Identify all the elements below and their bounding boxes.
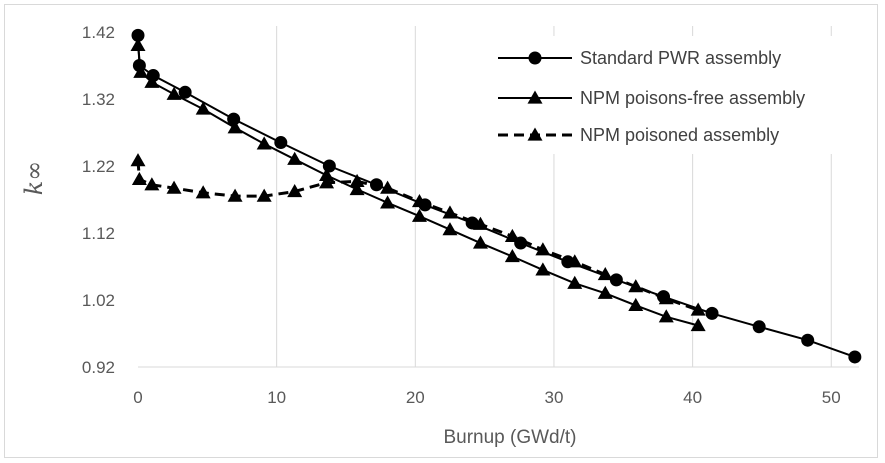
data-point-2-9: [349, 173, 365, 188]
data-point-1-10: [380, 195, 396, 209]
legend-label: NPM poisoned assembly: [580, 125, 779, 145]
series-0: [131, 28, 862, 364]
legend-label: Standard PWR assembly: [580, 48, 781, 68]
legend-item-1: NPM poisons-free assembly: [498, 88, 805, 108]
data-point-1-11: [411, 208, 427, 222]
x-tick-label: 0: [133, 388, 142, 407]
y-tick-label: 1.22: [82, 157, 115, 176]
series-2: [130, 153, 706, 316]
x-tick-label: 40: [683, 388, 702, 407]
series-line-2: [136, 160, 699, 312]
data-point-2-6: [256, 188, 272, 202]
data-point-2-12: [442, 205, 458, 219]
data-point-2-2: [144, 177, 160, 191]
data-point-2-20: [690, 302, 706, 316]
data-point-2-7: [287, 183, 303, 198]
data-point-1-1: [133, 64, 149, 78]
legend-item-0: Standard PWR assembly: [498, 48, 781, 68]
data-point-2-1: [131, 171, 147, 186]
legend-label: NPM poisons-free assembly: [580, 88, 805, 108]
data-point-2-4: [195, 185, 211, 199]
data-point-2-15: [535, 242, 551, 256]
x-tick-label: 10: [267, 388, 286, 407]
x-tick-label: 20: [406, 388, 425, 407]
legend-marker: [528, 51, 542, 65]
data-point-0-16: [801, 333, 815, 347]
data-point-1-4: [195, 101, 211, 115]
data-point-2-8: [319, 175, 335, 189]
data-point-1-19: [658, 309, 674, 323]
data-point-2-5: [227, 188, 243, 202]
y-tick-label: 1.12: [82, 224, 115, 243]
data-point-1-18: [628, 297, 644, 311]
data-point-1-5: [227, 120, 243, 134]
data-point-1-13: [472, 235, 488, 249]
data-point-2-14: [504, 228, 520, 242]
legend-items: Standard PWR assembly NPM poisons-free as…: [498, 48, 805, 145]
data-point-1-6: [256, 136, 272, 150]
data-point-0-5: [274, 136, 288, 150]
series-layer: [130, 28, 862, 364]
data-point-1-20: [690, 317, 706, 332]
x-tick-labels: 0 10 20 30 40 50: [133, 388, 840, 407]
data-point-1-9: [349, 181, 365, 196]
data-point-2-0: [130, 153, 146, 167]
data-point-2-18: [628, 279, 644, 293]
data-point-0-17: [848, 350, 862, 364]
data-point-1-2: [144, 74, 160, 88]
y-axis-title: k∞: [20, 161, 48, 196]
data-point-1-3: [166, 86, 182, 100]
series-1: [130, 37, 706, 332]
data-point-1-12: [442, 222, 458, 236]
data-point-0-14: [705, 306, 719, 320]
data-point-0-0: [131, 28, 145, 42]
legend-marker: [527, 127, 543, 141]
data-point-1-16: [567, 275, 583, 289]
y-tick-label: 0.92: [82, 358, 115, 377]
data-point-2-11: [411, 194, 427, 208]
data-point-2-3: [166, 180, 182, 194]
data-point-0-6: [322, 159, 336, 173]
data-point-1-7: [287, 151, 303, 165]
data-point-1-8: [319, 167, 335, 182]
x-tick-label: 30: [545, 388, 564, 407]
data-point-2-10: [380, 180, 396, 194]
legend-item-2: NPM poisoned assembly: [498, 125, 779, 145]
data-point-0-15: [752, 320, 766, 334]
data-point-2-16: [567, 254, 583, 268]
y-tick-label: 1.32: [82, 90, 115, 109]
y-tick-label: 1.42: [82, 23, 115, 42]
y-tick-label: 1.02: [82, 291, 115, 310]
data-point-0-3: [178, 85, 192, 99]
data-point-0-4: [227, 112, 241, 126]
data-point-1-14: [504, 248, 520, 263]
y-tick-labels: 0.92 1.02 1.12 1.22 1.32 1.42: [82, 23, 115, 377]
data-point-2-17: [597, 267, 613, 281]
x-tick-label: 50: [822, 388, 841, 407]
legend-marker: [527, 90, 543, 104]
data-point-1-15: [535, 262, 551, 276]
x-axis-title: Burnup (GWd/t): [443, 427, 576, 448]
data-point-1-0: [130, 37, 146, 52]
data-point-2-13: [472, 216, 488, 230]
legend: Standard PWR assembly NPM poisons-free as…: [484, 36, 874, 154]
data-point-1-17: [597, 285, 613, 299]
data-point-2-19: [658, 291, 674, 305]
